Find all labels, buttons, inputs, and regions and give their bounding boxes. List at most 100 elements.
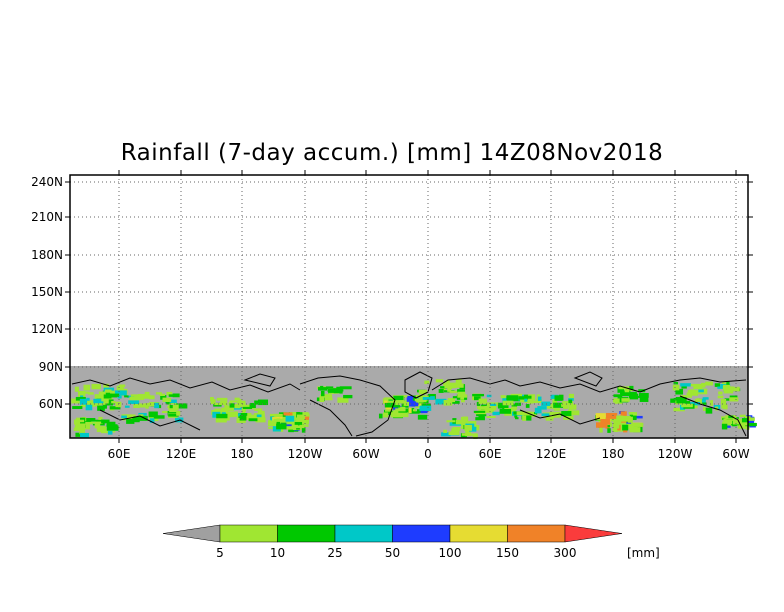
colorbar-upper-triangle bbox=[564, 524, 623, 543]
rain-patch bbox=[102, 392, 112, 396]
rain-patch bbox=[148, 395, 155, 400]
rain-patch bbox=[155, 392, 162, 395]
rain-patch bbox=[409, 400, 415, 407]
rain-patch bbox=[138, 412, 147, 416]
rain-patch bbox=[624, 387, 630, 393]
colorbar-label: 150 bbox=[496, 546, 519, 560]
rain-patch bbox=[121, 414, 133, 419]
rain-patch bbox=[144, 391, 150, 397]
rain-patch bbox=[541, 413, 552, 417]
colorbar-segment bbox=[219, 524, 278, 543]
colorbar: 5 10 25 50 100 150 300 [mm] bbox=[162, 524, 660, 560]
rain-patch bbox=[435, 379, 444, 383]
rain-patch bbox=[224, 403, 228, 409]
colorbar-label: 10 bbox=[270, 546, 285, 560]
rain-patch bbox=[417, 414, 428, 420]
rain-patch bbox=[537, 396, 542, 402]
rain-patch bbox=[98, 391, 106, 396]
rain-patch bbox=[82, 400, 94, 404]
rain-patch bbox=[256, 414, 262, 418]
rain-patch bbox=[420, 409, 428, 414]
rain-patch bbox=[672, 384, 680, 391]
rain-patch bbox=[159, 393, 165, 397]
rain-patch bbox=[701, 382, 706, 388]
rain-patch bbox=[213, 402, 225, 406]
rain-patch bbox=[709, 400, 714, 406]
rain-patch bbox=[705, 381, 714, 386]
rain-patch bbox=[553, 408, 561, 411]
rain-patch bbox=[699, 398, 706, 405]
rain-patch bbox=[241, 415, 254, 420]
rain-patch bbox=[474, 396, 481, 401]
rain-patch bbox=[97, 405, 105, 411]
rain-patch bbox=[599, 427, 603, 433]
rain-patch bbox=[499, 408, 512, 414]
rain-patch bbox=[390, 406, 402, 410]
rain-patch bbox=[121, 415, 127, 419]
rain-patch bbox=[685, 400, 691, 407]
rain-patch bbox=[620, 390, 631, 395]
rain-patch bbox=[103, 383, 109, 388]
rain-patch bbox=[273, 418, 283, 422]
rain-patch bbox=[723, 390, 734, 394]
rain-patch bbox=[621, 398, 630, 402]
rain-patch bbox=[320, 390, 325, 397]
rain-patch bbox=[527, 394, 536, 401]
rain-patch bbox=[153, 415, 165, 419]
rain-patch bbox=[116, 385, 124, 391]
rain-patch bbox=[717, 386, 725, 389]
rain-patch bbox=[320, 394, 333, 398]
rain-patch bbox=[537, 406, 547, 410]
colorbar-label: 25 bbox=[327, 546, 342, 560]
rain-patch bbox=[167, 410, 180, 416]
rain-patch bbox=[633, 395, 643, 398]
rain-patch bbox=[705, 407, 713, 414]
rain-patch bbox=[449, 390, 458, 394]
rain-patch bbox=[676, 399, 686, 404]
rain-patch bbox=[216, 397, 228, 401]
rain-patch bbox=[384, 400, 388, 404]
rain-patch bbox=[568, 398, 574, 401]
rain-patch bbox=[728, 415, 734, 419]
rain-patch bbox=[294, 416, 299, 420]
rain-patch bbox=[568, 409, 573, 413]
rain-patch bbox=[324, 397, 333, 401]
rain-patch bbox=[114, 390, 127, 396]
rain-patch bbox=[268, 426, 275, 429]
rain-patch bbox=[596, 422, 608, 428]
rain-patch bbox=[384, 402, 396, 408]
rain-patch bbox=[90, 421, 103, 424]
rain-patch bbox=[545, 416, 554, 421]
rain-patch bbox=[283, 412, 293, 416]
rain-patch bbox=[162, 397, 172, 402]
colorbar-label: 5 bbox=[216, 546, 224, 560]
rain-patch bbox=[475, 417, 485, 421]
rain-patch bbox=[385, 400, 396, 405]
rain-patch bbox=[723, 418, 733, 425]
coastline bbox=[309, 399, 353, 437]
map-title: Rainfall (7-day accum.) [mm] 14Z08Nov201… bbox=[120, 140, 664, 166]
rain-patch bbox=[694, 398, 702, 404]
rain-patch bbox=[165, 400, 170, 405]
rain-patch bbox=[149, 418, 155, 423]
rain-patch bbox=[229, 403, 235, 408]
rain-patch bbox=[718, 391, 723, 395]
rain-patch bbox=[680, 383, 691, 387]
rain-patch bbox=[210, 399, 216, 405]
rain-patch bbox=[729, 397, 739, 402]
rain-patch bbox=[106, 425, 119, 431]
rain-patch bbox=[424, 380, 430, 385]
rain-patch bbox=[462, 416, 468, 423]
rain-patch bbox=[93, 398, 104, 404]
rain-patch bbox=[416, 398, 424, 403]
rain-patch bbox=[126, 417, 135, 424]
rain-patch bbox=[607, 428, 611, 433]
rain-patch bbox=[629, 385, 634, 390]
rain-patch bbox=[616, 415, 624, 422]
colorbar-segment bbox=[334, 524, 393, 543]
rain-patch bbox=[343, 394, 353, 399]
rain-patch bbox=[94, 394, 104, 399]
rain-patch bbox=[527, 398, 534, 404]
rain-patch bbox=[385, 407, 393, 410]
rain-patch bbox=[673, 407, 685, 412]
